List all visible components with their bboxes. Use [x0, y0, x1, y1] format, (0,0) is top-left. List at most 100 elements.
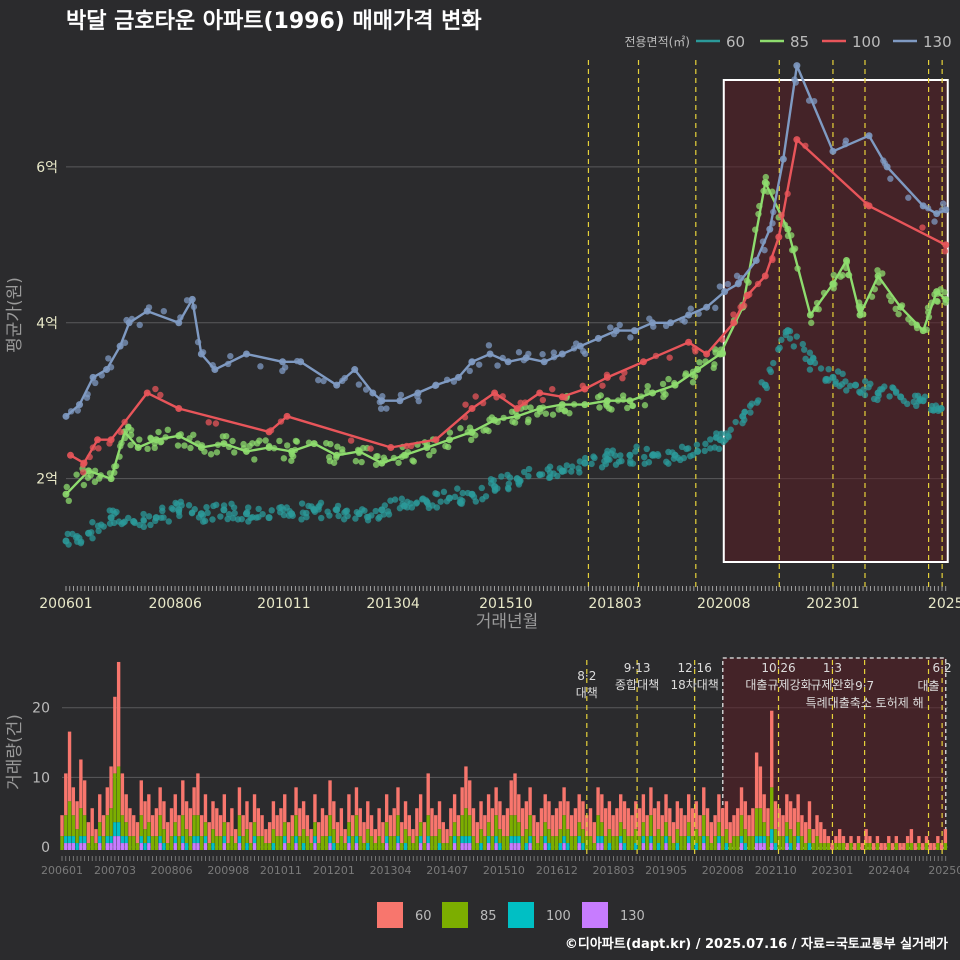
volume-bar-100 — [656, 843, 661, 850]
volume-bar-60 — [154, 808, 159, 837]
volume-y-tick-label: 0 — [41, 840, 50, 856]
volume-bar-60 — [641, 794, 646, 823]
volume-bar-85 — [328, 815, 332, 837]
volume-bar-130 — [739, 843, 744, 850]
volume-bar-100 — [120, 836, 125, 844]
legend-label-60: 60 — [726, 33, 745, 51]
price-point-60 — [793, 333, 800, 340]
price-point-85 — [619, 392, 627, 399]
volume-bar-85 — [430, 836, 434, 850]
volume-bar-60 — [215, 808, 219, 837]
volume-bar-60 — [509, 780, 513, 816]
volume-bar-130 — [120, 843, 125, 850]
volume-bar-130 — [619, 843, 623, 850]
price-point-60 — [454, 485, 461, 492]
volume-bar-60 — [320, 808, 325, 837]
volume-bar-60 — [600, 794, 604, 823]
volume-bar-85 — [660, 836, 664, 850]
volume-bar-85 — [249, 843, 253, 850]
volume-bar-130 — [196, 843, 200, 850]
volume-bar-60 — [388, 815, 393, 837]
volume-bar-60 — [113, 696, 117, 774]
volume-bar-85 — [494, 815, 498, 837]
volume-bar-100 — [82, 836, 87, 844]
volume-bar-60 — [834, 836, 838, 844]
volume-bar-60 — [637, 808, 642, 837]
volume-bar-100 — [524, 843, 529, 850]
volume-bar-85 — [400, 843, 404, 850]
volume-bar-130 — [181, 843, 185, 850]
volume-bar-85 — [671, 843, 676, 850]
price-point-60 — [168, 505, 175, 512]
price-point-85 — [659, 380, 667, 388]
volume-bar-100 — [452, 836, 457, 844]
price-point-85 — [597, 392, 604, 399]
volume-bar-100 — [717, 836, 721, 844]
volume-bar-100 — [547, 843, 551, 850]
price-point-60 — [318, 514, 325, 522]
volume-bar-60 — [603, 808, 608, 837]
volume-bar-60 — [694, 801, 698, 830]
volume-bar-85 — [75, 829, 79, 844]
price-point-60 — [707, 445, 714, 452]
volume-bar-100 — [332, 843, 336, 850]
volume-bar-60 — [135, 822, 140, 844]
volume-bar-60 — [932, 843, 936, 850]
volume-bar-85 — [664, 822, 668, 837]
volume-bar-60 — [743, 801, 747, 830]
volume-bar-100 — [354, 836, 359, 844]
volume-bar-100 — [558, 843, 563, 850]
price-point-60 — [94, 522, 102, 530]
price-point-130 — [397, 391, 405, 399]
price-point-60 — [140, 510, 147, 518]
volume-bar-60 — [804, 822, 808, 844]
price-point-85 — [691, 373, 699, 380]
volume-bar-130 — [124, 843, 128, 850]
price-point-60 — [185, 502, 193, 509]
price-point-60 — [748, 400, 756, 407]
price-point-60 — [225, 511, 233, 518]
volume-bar-85 — [464, 808, 468, 837]
volume-bar-85 — [751, 836, 755, 850]
price-point-60 — [372, 507, 379, 515]
volume-bar-60 — [502, 815, 506, 837]
price-point-85 — [467, 436, 475, 444]
price-point-85 — [73, 471, 80, 478]
price-point-60 — [145, 513, 153, 520]
volume-bar-60 — [362, 822, 366, 844]
volume-bar-85 — [286, 843, 291, 850]
price-point-60 — [588, 460, 595, 468]
volume-x-tick-label: 201905 — [645, 864, 687, 877]
bottom-legend-label-85: 85 — [480, 909, 497, 924]
volume-bar-85 — [366, 829, 370, 844]
price-point-60 — [445, 494, 453, 502]
volume-bar-100 — [619, 836, 623, 844]
volume-bar-60 — [79, 759, 83, 809]
price-point-130 — [724, 280, 732, 288]
legend-top: 전용면적(㎡) 60 85 100 130 — [624, 33, 951, 51]
price-point-130 — [842, 137, 850, 144]
volume-bar-85 — [713, 836, 717, 850]
legend-bottom: 60 85 100 130 — [377, 902, 645, 928]
volume-bar-60 — [437, 801, 442, 830]
price-point-60 — [702, 440, 709, 448]
volume-bar-85 — [388, 836, 393, 850]
volume-bar-60 — [166, 822, 170, 844]
volume-bar-60 — [690, 808, 695, 837]
volume-bar-100 — [739, 836, 744, 844]
volume-bar-130 — [294, 843, 298, 850]
volume-bar-60 — [252, 794, 257, 823]
volume-bar-85 — [622, 829, 627, 844]
price-point-60 — [525, 472, 532, 480]
price-point-60 — [604, 447, 611, 455]
price-x-tick-label: 201510 — [479, 596, 532, 612]
volume-bar-100 — [785, 836, 789, 844]
volume-bar-85 — [475, 843, 479, 850]
volume-bar-100 — [694, 843, 698, 850]
price-point-60 — [398, 495, 406, 502]
volume-bar-85 — [936, 843, 940, 850]
price-y-tick-label: 2억 — [36, 472, 58, 488]
bottom-legend-label-100: 100 — [546, 909, 571, 924]
volume-bar-60 — [449, 808, 453, 837]
volume-bar-60 — [452, 794, 457, 823]
